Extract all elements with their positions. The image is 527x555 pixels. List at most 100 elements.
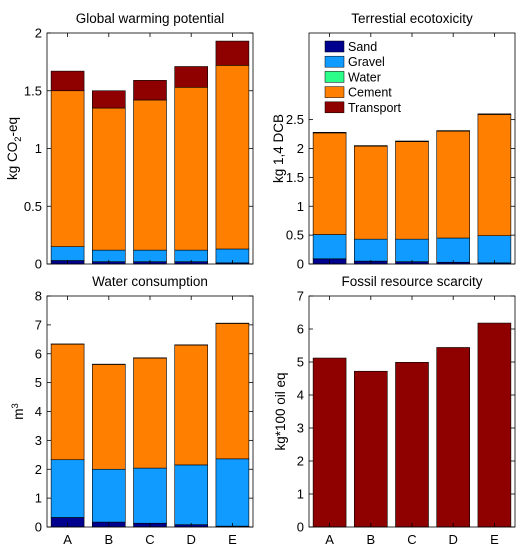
legend-label-gravel: Gravel	[348, 55, 385, 69]
bar-D-transport	[437, 347, 470, 527]
legend-swatch-transport	[325, 102, 344, 113]
bar-C-cement	[134, 358, 167, 468]
x-tick-label-D: D	[449, 532, 458, 547]
bar-B-gravel	[92, 250, 125, 262]
y-axis-label: kg*100 oil eq	[273, 372, 288, 450]
chart-title: Water consumption	[92, 274, 208, 289]
y-tick-label: 3	[297, 421, 304, 436]
bar-D-transport	[175, 67, 208, 88]
chart-1: 0 0.5 1 1.5 2 2.5 Terrestial ecotoxicity kg 1,4…	[271, 11, 515, 272]
bar-D-cement	[175, 345, 208, 465]
bar-E-transport	[478, 323, 511, 527]
bar-C-transport	[396, 141, 429, 142]
bar-B-cement	[92, 364, 125, 469]
bar-B-cement	[354, 146, 387, 239]
bar-A-cement	[51, 91, 84, 247]
y-tick-label: 7	[35, 317, 42, 332]
bar-C-transport	[134, 80, 167, 100]
y-tick-label: 1.5	[286, 170, 304, 185]
bar-A-transport	[51, 71, 84, 91]
bar-D-cement	[437, 131, 470, 238]
bar-A-gravel	[313, 235, 346, 259]
x-tick-label-E: E	[490, 532, 499, 547]
bar-E-gravel	[216, 459, 249, 526]
x-tick-label-D: D	[187, 532, 196, 547]
bar-A-transport	[313, 358, 346, 527]
y-tick-label: 2	[297, 141, 304, 156]
y-axis-label: kg CO2-eq	[5, 117, 24, 180]
y-axis-label: m3	[10, 403, 26, 420]
y-tick-label: 1.5	[24, 83, 42, 98]
y-tick-label: 6	[35, 346, 42, 361]
y-tick-label: 0	[35, 257, 42, 272]
y-tick-label: 2.5	[286, 112, 304, 127]
x-tick-label-B: B	[104, 532, 113, 547]
chart-title: Global warming potential	[76, 11, 225, 26]
bar-E-cement	[478, 114, 511, 235]
bar-A-transport	[313, 132, 346, 133]
y-tick-label: 1	[35, 141, 42, 156]
y-axis-label: kg 1,4 DCB	[271, 114, 286, 183]
y-tick-label: 2	[35, 462, 42, 477]
chart-3: 0 1 2 3 4 5 6 7 A B C D E Fossil resource scarcity kg*…	[273, 274, 515, 547]
y-tick-label: 4	[297, 388, 304, 403]
legend-label-water: Water	[348, 70, 381, 84]
bar-D-cement	[175, 87, 208, 250]
y-tick-label: 1	[297, 199, 304, 214]
bar-A-cement	[51, 344, 84, 460]
bar-E-transport	[478, 114, 511, 115]
bar-C-transport	[396, 362, 429, 527]
bar-D-transport	[437, 131, 470, 132]
x-tick-label-A: A	[325, 532, 334, 547]
chart-2: 0 1 2 3 4 5 6 7 8 A B C D E Water consumption m3	[10, 274, 253, 547]
y-tick-label: 0	[35, 520, 42, 535]
bar-C-gravel	[396, 239, 429, 262]
bar-D-gravel	[175, 250, 208, 262]
bar-B-gravel	[92, 469, 125, 522]
chart-title: Terrestial ecotoxicity	[351, 11, 473, 26]
y-tick-label: 7	[297, 289, 304, 304]
bar-C-gravel	[134, 468, 167, 523]
bar-E-cement	[216, 323, 249, 458]
x-tick-label-C: C	[407, 532, 416, 547]
y-tick-label: 4	[35, 404, 42, 419]
y-tick-label: 0.5	[24, 199, 42, 214]
y-tick-label: 0	[297, 520, 304, 535]
y-tick-label: 8	[35, 289, 42, 304]
y-tick-label: 2	[297, 454, 304, 469]
bar-B-transport	[354, 146, 387, 147]
legend-swatch-cement	[325, 87, 344, 98]
bar-A-gravel	[51, 247, 84, 261]
legend-label-cement: Cement	[348, 86, 392, 100]
y-tick-label: 0.5	[286, 228, 304, 243]
y-tick-label: 1	[35, 491, 42, 506]
legend-swatch-gravel	[325, 56, 344, 67]
legend-swatch-sand	[325, 41, 344, 52]
x-tick-label-C: C	[145, 532, 154, 547]
chart-title: Fossil resource scarcity	[341, 274, 482, 289]
bar-B-transport	[354, 371, 387, 527]
x-tick-label-E: E	[228, 532, 237, 547]
y-tick-label: 0	[297, 257, 304, 272]
bar-E-cement	[216, 65, 249, 249]
y-tick-label: 5	[297, 355, 304, 370]
y-tick-label: 6	[297, 322, 304, 337]
bar-E-gravel	[478, 236, 511, 263]
bar-B-gravel	[354, 239, 387, 261]
legend-swatch-water	[325, 71, 344, 82]
x-tick-label-B: B	[366, 532, 375, 547]
bar-C-cement	[134, 100, 167, 250]
y-tick-label: 5	[35, 375, 42, 390]
y-tick-label: 1	[297, 487, 304, 502]
bar-C-gravel	[134, 250, 167, 262]
bar-C-cement	[396, 142, 429, 240]
bar-B-transport	[92, 91, 125, 108]
x-tick-label-A: A	[63, 532, 72, 547]
bar-A-cement	[313, 133, 346, 235]
bar-E-transport	[216, 41, 249, 65]
y-tick-label: 3	[35, 433, 42, 448]
